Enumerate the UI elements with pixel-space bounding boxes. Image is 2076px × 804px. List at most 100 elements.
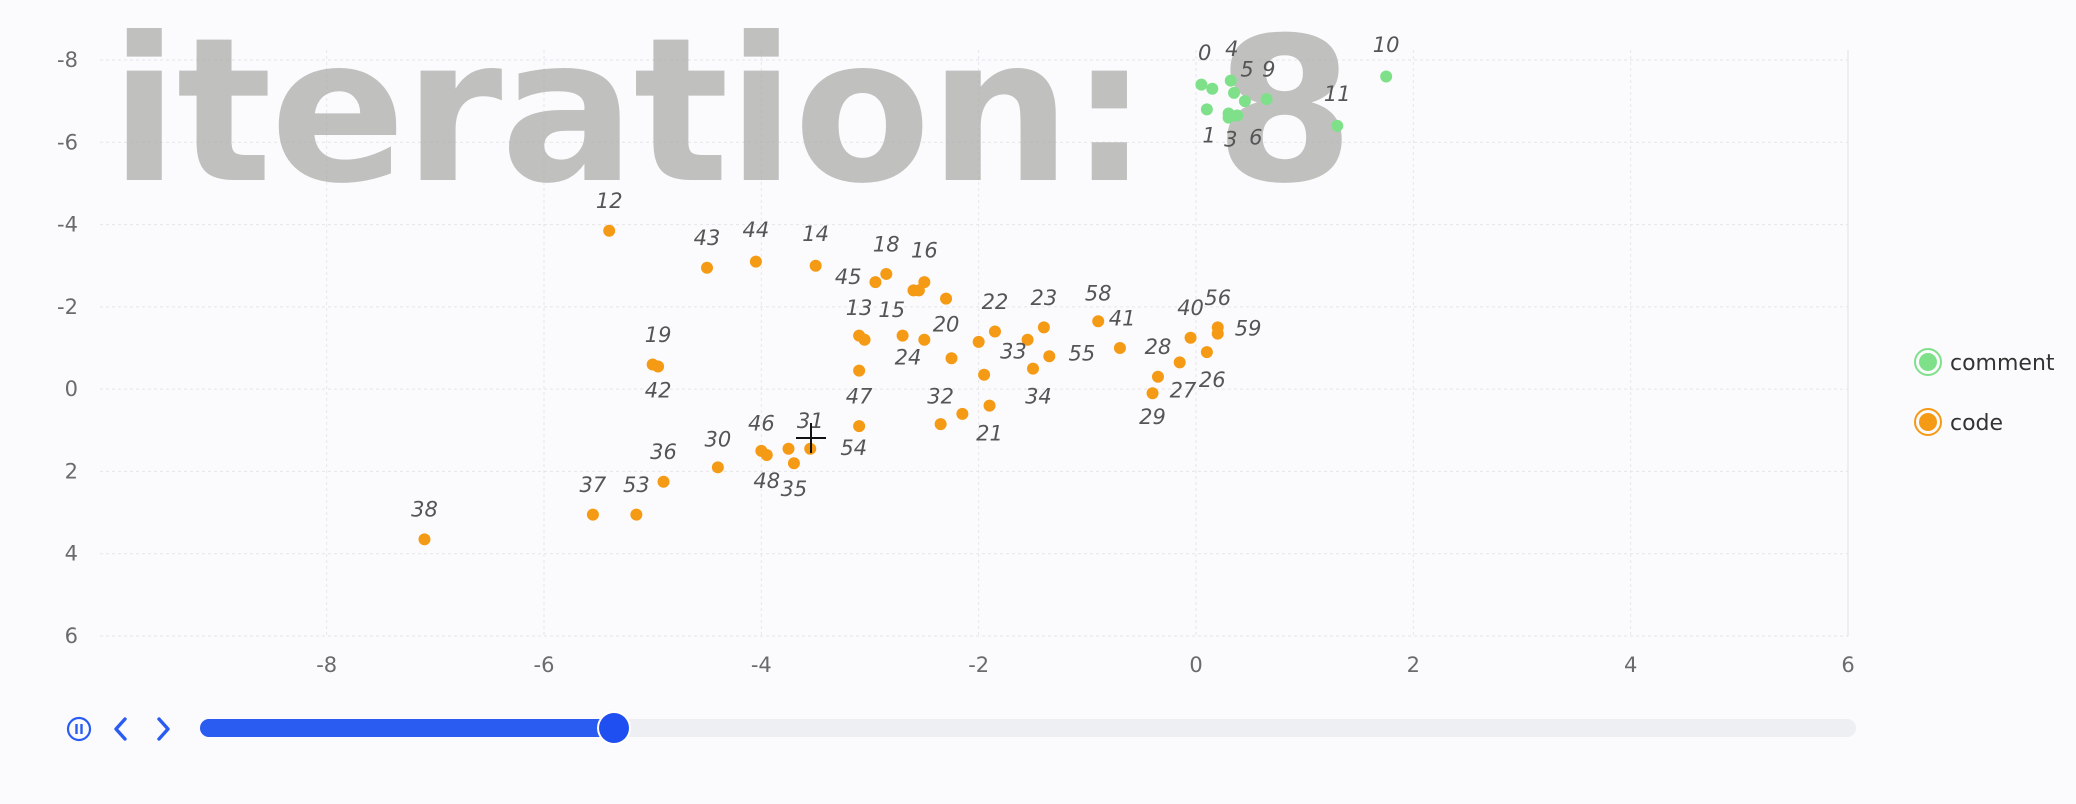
point-label: 1 bbox=[1202, 123, 1215, 147]
grid bbox=[100, 50, 1849, 637]
data-point bbox=[945, 352, 958, 365]
y-tick-label: -2 bbox=[57, 295, 78, 319]
point-label: 41 bbox=[1109, 306, 1136, 330]
data-point bbox=[1331, 119, 1344, 132]
data-point bbox=[1113, 342, 1126, 354]
point-label: 3 bbox=[1224, 127, 1237, 151]
data-point bbox=[940, 292, 953, 305]
y-tick-label: -4 bbox=[57, 213, 78, 237]
data-point bbox=[787, 457, 800, 470]
legend-marker-ring bbox=[1914, 348, 1942, 376]
point-label: 48 bbox=[753, 469, 780, 493]
point-label: 28 bbox=[1145, 335, 1172, 359]
chevron-left-icon bbox=[114, 717, 127, 741]
point-label: 42 bbox=[645, 378, 672, 402]
legend-marker bbox=[1919, 353, 1937, 371]
point-label: 37 bbox=[580, 473, 607, 497]
legend-item-code[interactable]: code bbox=[1914, 408, 2003, 436]
point-label: 16 bbox=[911, 238, 938, 262]
y-tick-label: 6 bbox=[65, 624, 78, 648]
data-point bbox=[983, 399, 996, 412]
legend-marker-ring bbox=[1914, 408, 1942, 436]
next-button[interactable] bbox=[144, 710, 182, 748]
data-point bbox=[988, 325, 1001, 338]
data-point bbox=[652, 360, 665, 373]
point-label: 45 bbox=[835, 265, 862, 289]
chevron-right-icon bbox=[157, 717, 170, 741]
x-tick-label: 0 bbox=[1189, 653, 1202, 677]
previous-button[interactable] bbox=[102, 710, 140, 748]
point-label: 12 bbox=[596, 189, 623, 213]
data-point bbox=[912, 284, 925, 297]
x-tick-label: -4 bbox=[751, 653, 772, 677]
point-label: 54 bbox=[840, 436, 867, 460]
point-label: 33 bbox=[1000, 339, 1027, 363]
data-point bbox=[1151, 370, 1164, 383]
point-label: 10 bbox=[1373, 33, 1400, 57]
point-label: 15 bbox=[878, 298, 905, 322]
point-label: 18 bbox=[873, 232, 900, 256]
y-tick-label: -6 bbox=[57, 130, 78, 154]
point-label: 14 bbox=[802, 222, 829, 246]
data-point bbox=[809, 259, 822, 272]
point-label: 27 bbox=[1170, 378, 1197, 402]
data-point bbox=[1184, 331, 1197, 344]
data-point bbox=[1260, 93, 1273, 106]
legend-label: comment bbox=[1950, 351, 2055, 376]
point-label: 21 bbox=[976, 422, 1003, 446]
iteration-label: iteration: 8 bbox=[110, 0, 1352, 228]
timeline-slider[interactable] bbox=[200, 713, 1856, 743]
point-label: 55 bbox=[1069, 341, 1096, 365]
data-point bbox=[1200, 103, 1213, 116]
point-label: 29 bbox=[1139, 405, 1166, 429]
point-label: 11 bbox=[1324, 82, 1351, 106]
x-tick-label: 4 bbox=[1624, 653, 1637, 677]
point-label: 0 bbox=[1198, 41, 1211, 65]
point-label: 43 bbox=[694, 226, 721, 250]
data-point bbox=[956, 407, 969, 420]
data-point bbox=[1238, 95, 1251, 108]
data-point bbox=[1222, 111, 1235, 124]
point-label: 6 bbox=[1249, 125, 1262, 149]
legend-item-comment[interactable]: comment bbox=[1914, 348, 2055, 376]
timeline-handle[interactable] bbox=[599, 713, 629, 743]
point-label: 40 bbox=[1177, 296, 1204, 320]
y-tick-label: -8 bbox=[57, 48, 78, 72]
point-label: 24 bbox=[895, 345, 922, 369]
point-label: 58 bbox=[1085, 282, 1112, 306]
pause-button[interactable] bbox=[60, 710, 98, 748]
point-label: 20 bbox=[933, 313, 960, 337]
data-point bbox=[586, 508, 599, 521]
point-label: 32 bbox=[927, 385, 954, 409]
point-label: 19 bbox=[645, 323, 672, 347]
y-tick-label: 2 bbox=[65, 459, 78, 483]
legend-label: code bbox=[1950, 411, 2003, 436]
point-label: 36 bbox=[650, 440, 677, 464]
data-point bbox=[1200, 346, 1213, 359]
data-point bbox=[782, 442, 795, 455]
data-points bbox=[418, 70, 1393, 546]
point-label: 26 bbox=[1199, 368, 1226, 392]
point-label: 5 bbox=[1240, 57, 1253, 81]
data-point bbox=[880, 267, 893, 280]
x-tick-label: -6 bbox=[534, 653, 555, 677]
point-label: 35 bbox=[781, 477, 808, 501]
point-label: 9 bbox=[1262, 57, 1275, 81]
x-tick-label: -8 bbox=[316, 653, 337, 677]
data-point bbox=[760, 448, 773, 461]
data-point bbox=[1027, 362, 1039, 375]
data-point bbox=[858, 333, 871, 346]
point-label: 23 bbox=[1030, 286, 1057, 310]
point-label: 46 bbox=[748, 411, 775, 435]
data-point bbox=[1195, 78, 1208, 91]
data-point bbox=[896, 329, 909, 342]
data-point bbox=[1173, 356, 1186, 369]
data-point bbox=[1021, 333, 1034, 346]
point-label: 44 bbox=[743, 218, 770, 242]
point-label: 22 bbox=[982, 290, 1009, 314]
data-point bbox=[657, 475, 670, 488]
data-point bbox=[1224, 74, 1237, 87]
data-point bbox=[869, 276, 882, 289]
data-point bbox=[1146, 387, 1159, 400]
